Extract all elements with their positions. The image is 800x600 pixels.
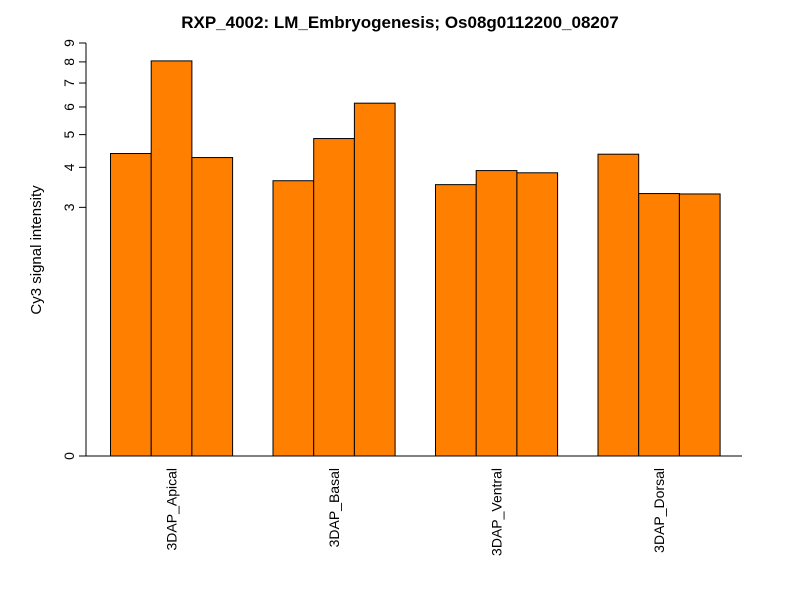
y-tick-label: 0 bbox=[61, 452, 77, 460]
bar bbox=[475, 170, 518, 457]
x-axis: 3DAP_Apical 3DAP_Basal 3DAP_Ventral 3DAP_Do… bbox=[86, 455, 742, 556]
y-tick-label: 6 bbox=[61, 103, 77, 111]
x-tick-label: 3DAP_Basal bbox=[326, 468, 342, 547]
x-tick-label: 3DAP_Dorsal bbox=[651, 468, 667, 553]
bar bbox=[313, 138, 355, 457]
bar bbox=[516, 172, 559, 457]
bar bbox=[638, 193, 680, 457]
y-tick-label: 8 bbox=[61, 58, 77, 66]
y-axis-label: Cy3 signal intensity bbox=[28, 185, 45, 315]
y-tick-label: 4 bbox=[61, 163, 77, 171]
y-tick-label: 5 bbox=[61, 131, 77, 139]
bar bbox=[272, 180, 315, 457]
bar bbox=[150, 60, 193, 457]
chart-title: RXP_4002: LM_Embryogenesis; Os08g0112200… bbox=[181, 13, 619, 32]
x-tick-label: 3DAP_Ventral bbox=[489, 468, 505, 556]
bar bbox=[191, 157, 234, 457]
bar bbox=[435, 184, 477, 457]
x-tick-label: 3DAP_Apical bbox=[164, 468, 180, 551]
y-axis: 0 3 4 5 6 7 8 9 bbox=[61, 39, 87, 460]
bar bbox=[110, 153, 152, 457]
y-tick-label: 7 bbox=[61, 79, 77, 87]
y-tick-label: 9 bbox=[61, 39, 77, 47]
bars-layer bbox=[110, 60, 721, 457]
bar bbox=[597, 153, 640, 457]
y-tick-label: 3 bbox=[61, 203, 77, 211]
bar bbox=[353, 102, 396, 457]
bar bbox=[678, 193, 721, 457]
